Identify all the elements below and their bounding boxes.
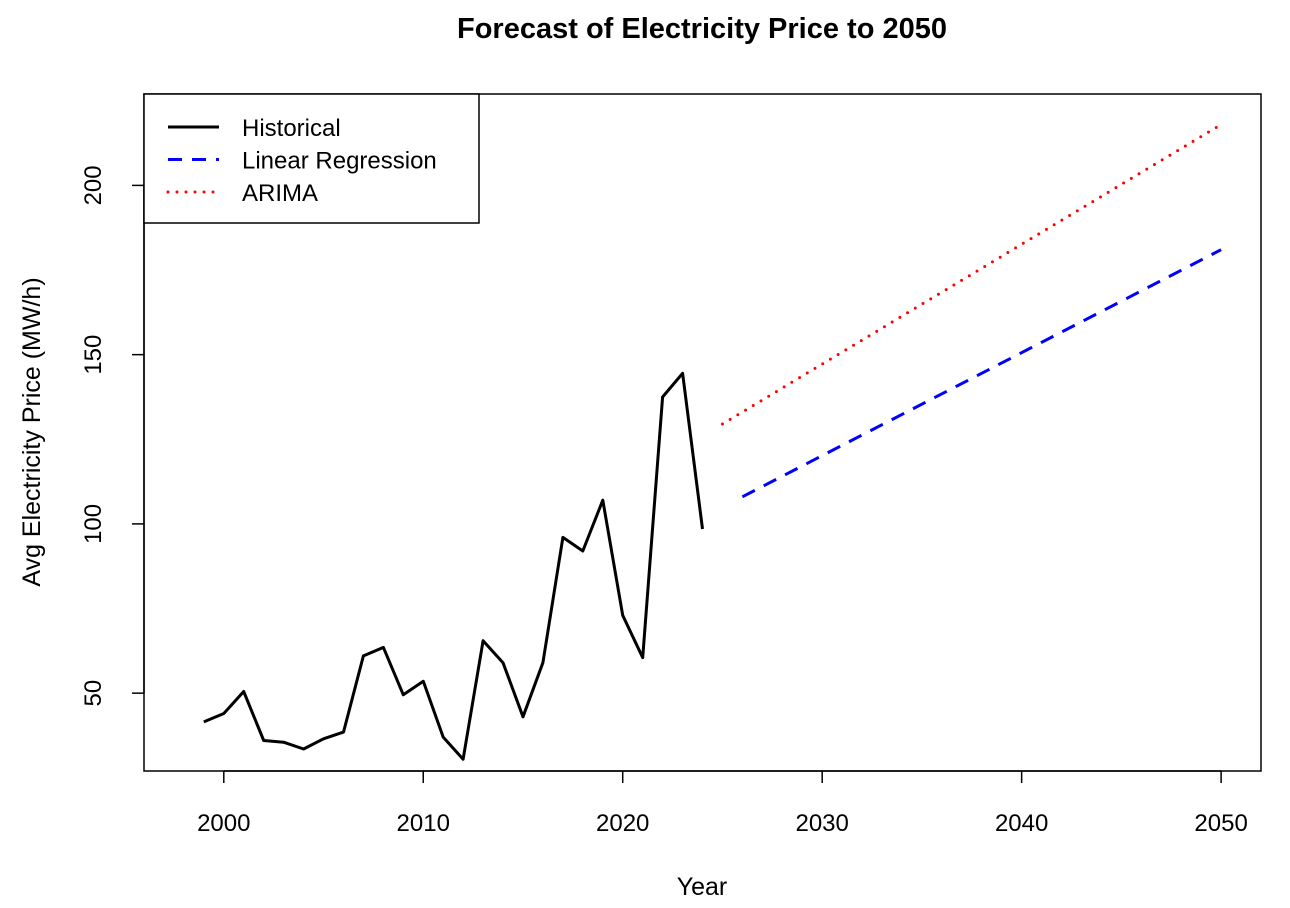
x-tick-label: 2030 (795, 810, 848, 837)
y-axis: 50 100 150 200 (80, 165, 145, 707)
series-line-1 (203, 371, 704, 761)
legend: Historical Linear Regression ARIMA (143, 93, 480, 224)
x-tick-label: 2010 (397, 810, 450, 837)
legend-label-2: Linear Regression (242, 148, 437, 175)
x-axis: 2000 2010 2020 2030 2040 2050 (197, 770, 1248, 837)
legend-label-1: Historical (242, 115, 341, 142)
y-tick-label: 100 (80, 504, 107, 544)
y-tick-label: 200 (80, 165, 107, 205)
series-line-3 (720, 123, 1223, 426)
y-axis-title: Avg Electricity Price (MW/h) (18, 277, 46, 586)
x-tick-label: 2050 (1194, 810, 1247, 837)
x-tick-label: 2040 (995, 810, 1048, 837)
legend-label-3: ARIMA (242, 180, 318, 207)
x-tick-label: 2000 (197, 810, 250, 837)
x-tick-label: 2020 (596, 810, 649, 837)
chart-title: Forecast of Electricity Price to 2050 (457, 13, 947, 45)
series-layer (203, 123, 1223, 761)
y-tick-label: 150 (80, 335, 107, 375)
series-line-2 (741, 248, 1222, 499)
x-axis-title: Year (677, 873, 728, 901)
y-tick-label: 50 (80, 680, 107, 707)
